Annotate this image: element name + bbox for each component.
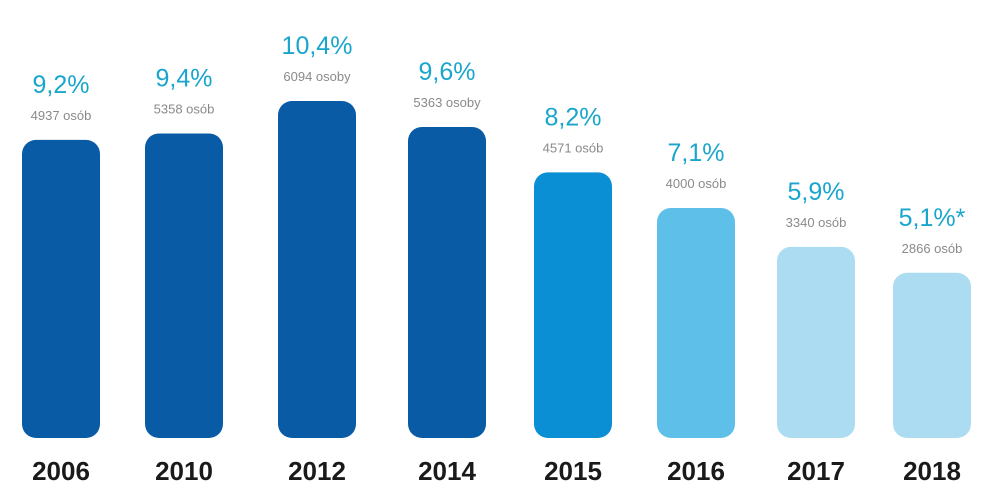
bar-group-2017: 3340 osób 5,9% 2017 [777,178,855,486]
x-tick-label-2016: 2016 [667,456,725,486]
bar-2012 [278,101,356,438]
count-label-2006: 4937 osób [31,108,92,123]
value-label-2017: 5,9% [788,178,845,206]
count-label-2015: 4571 osób [543,140,604,155]
bar-group-2010: 5358 osób 9,4% 2010 [145,64,223,486]
bar-2017 [777,246,855,438]
bar-group-2012: 6094 osoby 10,4% 2012 [278,32,356,486]
value-label-2012: 10,4% [282,32,353,60]
value-label-2018: 5,1%* [899,204,966,232]
bar-2016 [657,207,735,438]
x-tick-label-2010: 2010 [155,456,213,486]
bar-2015 [534,172,612,438]
value-label-2016: 7,1% [668,139,725,167]
count-label-2017: 3340 osób [786,215,847,230]
bar-2010 [145,133,223,438]
count-label-2014: 5363 osoby [413,95,481,110]
count-label-2010: 5358 osób [154,101,215,116]
bar-2014 [408,126,486,439]
x-tick-label-2014: 2014 [418,456,476,486]
bar-group-2015: 4571 osób 8,2% 2015 [534,103,612,486]
count-label-2018: 2866 osób [902,241,963,256]
count-label-2012: 6094 osoby [283,69,351,84]
bar-2018 [893,272,971,438]
x-tick-label-2015: 2015 [544,456,602,486]
x-tick-label-2018: 2018 [903,456,961,486]
value-label-2014: 9,6% [419,58,476,86]
bar-group-2018: 2866 osób 5,1%* 2018 [893,204,971,486]
bar-group-2014: 5363 osoby 9,6% 2014 [408,58,486,486]
bar-group-2006: 4937 osób 9,2% 2006 [22,71,100,486]
count-label-2016: 4000 osób [666,176,727,191]
x-tick-label-2006: 2006 [32,456,90,486]
x-tick-label-2012: 2012 [288,456,346,486]
value-label-2015: 8,2% [545,103,602,131]
x-tick-label-2017: 2017 [787,456,845,486]
value-label-2006: 9,2% [33,71,90,99]
bar-group-2016: 4000 osób 7,1% 2016 [657,139,735,486]
bar-2006 [22,139,100,439]
value-label-2010: 9,4% [156,64,213,92]
